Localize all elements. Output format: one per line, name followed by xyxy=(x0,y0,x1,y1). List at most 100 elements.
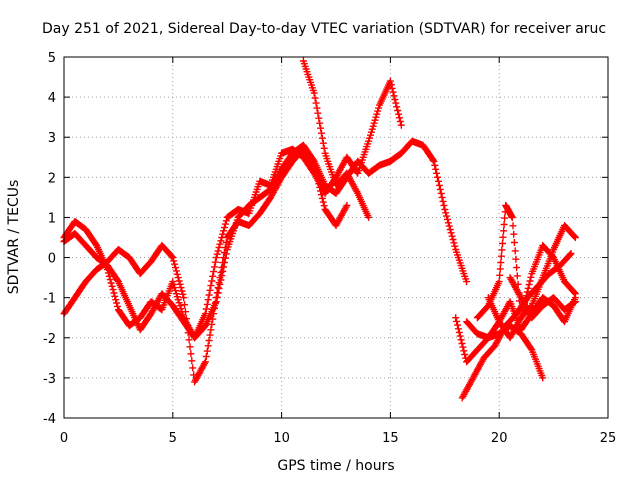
data-point xyxy=(519,316,523,319)
data-point xyxy=(128,304,131,307)
data-point xyxy=(498,320,501,323)
data-point xyxy=(247,224,251,227)
data-point xyxy=(95,244,98,247)
data-point xyxy=(487,336,490,339)
data-point xyxy=(323,192,327,195)
data-point xyxy=(95,256,98,259)
y-tick-label: 1 xyxy=(48,211,56,226)
data-point xyxy=(574,236,577,239)
data-point xyxy=(504,204,507,207)
data-point xyxy=(138,316,142,319)
data-point xyxy=(182,296,185,299)
data-point xyxy=(247,212,251,215)
data-point xyxy=(541,244,544,247)
data-point xyxy=(334,192,338,195)
data-point xyxy=(117,280,120,283)
data-point xyxy=(323,184,327,187)
x-tick-label: 15 xyxy=(382,431,399,446)
data-point xyxy=(530,316,534,319)
data-point xyxy=(171,280,174,283)
series-trace-3 xyxy=(60,77,405,342)
data-point xyxy=(323,152,327,155)
data-point xyxy=(367,140,370,143)
data-point xyxy=(476,332,479,335)
data-point xyxy=(465,360,468,364)
y-tick-label: -2 xyxy=(43,332,56,347)
data-point xyxy=(563,308,566,311)
data-point xyxy=(160,308,164,311)
data-point xyxy=(193,336,196,339)
x-tick-label: 20 xyxy=(491,431,508,446)
data-point xyxy=(149,300,153,303)
series-trace-9 xyxy=(484,242,579,342)
data-point xyxy=(443,208,446,211)
data-point xyxy=(493,344,497,347)
data-point xyxy=(367,172,370,175)
data-point xyxy=(258,196,262,199)
data-point xyxy=(389,160,392,163)
data-point xyxy=(226,236,229,239)
data-point xyxy=(569,252,573,255)
data-point xyxy=(421,144,425,147)
data-point xyxy=(465,320,468,323)
data-point xyxy=(280,168,283,171)
data-point xyxy=(519,296,523,299)
data-point xyxy=(258,212,262,215)
data-point xyxy=(541,304,544,307)
data-point xyxy=(519,328,523,331)
data-point xyxy=(160,244,164,247)
data-point xyxy=(280,152,283,155)
data-point xyxy=(541,296,544,299)
data-point xyxy=(552,296,555,299)
data-point xyxy=(508,300,512,303)
data-point xyxy=(498,280,501,283)
data-point xyxy=(193,380,196,384)
x-tick-label: 0 xyxy=(60,431,68,446)
data-point xyxy=(215,256,218,259)
data-point xyxy=(149,312,153,315)
data-point xyxy=(356,172,359,175)
y-tick-label: 0 xyxy=(48,252,56,267)
data-point xyxy=(313,91,316,95)
data-point xyxy=(541,276,544,279)
data-point xyxy=(313,172,316,175)
data-point xyxy=(563,224,566,227)
series-trace-4 xyxy=(299,57,373,221)
data-point xyxy=(280,176,283,179)
data-point xyxy=(204,312,207,315)
data-point xyxy=(160,292,164,295)
y-tick-label: -4 xyxy=(43,412,56,427)
data-point xyxy=(106,268,109,271)
chart-title: Day 251 of 2021, Sidereal Day-to-day VTE… xyxy=(42,21,606,37)
data-point xyxy=(149,260,153,263)
data-point xyxy=(226,248,229,251)
x-tick-label: 25 xyxy=(600,431,617,446)
data-point xyxy=(356,192,359,195)
data-point xyxy=(204,324,207,327)
data-point xyxy=(117,248,120,251)
data-point xyxy=(511,216,514,219)
x-tick-label: 10 xyxy=(273,431,290,446)
data-point xyxy=(487,296,490,299)
data-point xyxy=(84,228,87,231)
data-point xyxy=(454,316,457,319)
data-point xyxy=(171,304,174,307)
data-point xyxy=(302,59,305,63)
data-point xyxy=(345,204,349,207)
y-tick-label: 5 xyxy=(48,51,56,66)
data-point xyxy=(574,292,577,295)
data-point xyxy=(508,276,512,279)
data-point xyxy=(508,336,512,339)
data-point xyxy=(84,280,87,283)
data-point xyxy=(323,208,327,211)
x-tick-label: 5 xyxy=(169,431,177,446)
data-point xyxy=(400,152,403,155)
data-point xyxy=(530,272,534,275)
data-point xyxy=(482,356,486,360)
data-point xyxy=(471,376,475,380)
data-point xyxy=(73,232,77,235)
data-point xyxy=(552,248,555,251)
data-point xyxy=(530,348,534,352)
x-axis-label: GPS time / hours xyxy=(277,458,394,474)
data-point xyxy=(400,123,403,127)
